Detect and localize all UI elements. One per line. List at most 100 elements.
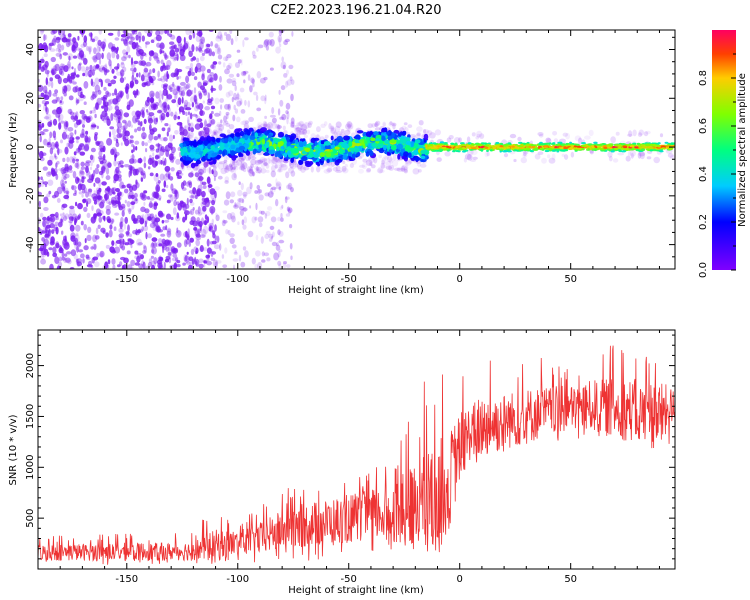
heatmap-cell <box>73 151 77 156</box>
heatmap-cell <box>83 206 88 212</box>
heatmap-cell <box>227 129 231 134</box>
heatmap-cell <box>126 183 133 189</box>
heatmap-cell <box>127 207 133 212</box>
heatmap-cell <box>234 163 238 168</box>
heatmap-cell <box>47 234 52 240</box>
heatmap-cell <box>249 182 253 190</box>
heatmap-cell <box>206 128 212 135</box>
heatmap-cell <box>141 260 145 266</box>
heatmap-cell <box>256 166 259 172</box>
heatmap-cell <box>140 74 145 82</box>
heatmap-cell <box>235 202 241 208</box>
heatmap-cell <box>203 90 208 96</box>
heatmap-cell <box>434 129 441 136</box>
heatmap-cell <box>94 77 100 86</box>
heatmap-cell <box>320 123 326 128</box>
heatmap-cell <box>86 234 92 242</box>
heatmap-cell <box>75 136 80 140</box>
heatmap-cell <box>661 147 666 150</box>
heatmap-cell <box>210 191 215 200</box>
heatmap-cell <box>576 145 582 148</box>
heatmap-cell <box>326 168 333 173</box>
heatmap-cell <box>71 184 75 190</box>
heatmap-cell <box>65 39 71 48</box>
heatmap-cell <box>82 72 86 77</box>
heatmap-cell <box>226 165 231 169</box>
heatmap-cell <box>154 214 158 222</box>
heatmap-cell <box>78 62 82 66</box>
heatmap-cell <box>446 146 452 149</box>
heatmap-cell <box>49 147 54 155</box>
heatmap-cell <box>156 42 161 48</box>
heatmap-cell <box>77 35 80 41</box>
heatmap-cell <box>55 162 58 168</box>
heatmap-cell <box>256 47 259 52</box>
heatmap-cell <box>130 61 136 68</box>
heatmap-cell <box>275 124 280 130</box>
heatmap-cell <box>90 216 97 223</box>
heatmap-cell <box>193 227 198 231</box>
heatmap-cell <box>105 167 110 175</box>
heatmap-cell <box>277 229 281 236</box>
heatmap-cell <box>56 160 60 165</box>
heatmap-cell <box>208 226 211 232</box>
heatmap-cell <box>232 258 239 262</box>
heatmap-cell <box>312 157 317 162</box>
heatmap-cell <box>98 170 104 176</box>
heatmap-cell <box>141 140 145 147</box>
heatmap-cell <box>125 51 129 55</box>
heatmap-cell <box>52 92 58 97</box>
heatmap-cell <box>381 127 387 133</box>
heatmap-cell <box>265 169 270 173</box>
heatmap-cell <box>668 147 672 151</box>
heatmap-cell <box>517 144 521 147</box>
heatmap-cell <box>219 98 224 103</box>
heatmap-cell <box>160 160 163 165</box>
heatmap-cell <box>371 123 376 128</box>
heatmap-cell <box>111 250 117 254</box>
heatmap-cell <box>139 215 144 221</box>
heatmap-cell <box>615 131 620 136</box>
heatmap-cell <box>58 115 61 123</box>
heatmap-cell <box>141 110 145 119</box>
heatmap-cell <box>38 94 42 99</box>
heatmap-cell <box>265 230 271 236</box>
heatmap-cell <box>72 170 77 179</box>
heatmap-cell <box>155 173 159 177</box>
heatmap-cell <box>163 180 167 188</box>
heatmap-cell <box>38 43 44 51</box>
heatmap-cell <box>58 256 63 262</box>
heatmap-cell <box>262 120 267 128</box>
heatmap-cell <box>222 150 225 157</box>
heatmap-cell <box>69 221 73 228</box>
heatmap-cell <box>275 244 281 251</box>
heatmap-cell <box>236 92 240 99</box>
heatmap-cell <box>247 230 254 238</box>
heatmap-cell <box>264 151 269 156</box>
heatmap-cell <box>543 145 548 148</box>
heatmap-cell <box>269 146 275 151</box>
heatmap-cell <box>137 253 142 257</box>
heatmap-cell <box>646 156 652 160</box>
heatmap-cell <box>199 55 205 62</box>
heatmap-cell <box>258 144 263 149</box>
heatmap-cell <box>471 132 476 137</box>
heatmap-cell <box>380 164 387 168</box>
heatmap-cell <box>45 229 50 236</box>
heatmap-cell <box>72 55 78 59</box>
heatmap-cell <box>278 30 283 37</box>
heatmap-cell <box>404 144 411 151</box>
heatmap-cell <box>212 148 219 153</box>
heatmap-cell <box>479 144 483 147</box>
heatmap-cell <box>419 163 427 168</box>
heatmap-cell <box>155 34 162 42</box>
heatmap-cell <box>128 208 132 215</box>
heatmap-cell <box>214 44 218 49</box>
heatmap-cell <box>151 246 158 255</box>
heatmap-cell <box>72 86 78 93</box>
heatmap-cell <box>172 207 177 216</box>
heatmap-cell <box>236 100 242 107</box>
heatmap-cell <box>347 128 351 132</box>
heatmap-cell <box>177 175 182 180</box>
heatmap-cell <box>114 212 120 216</box>
